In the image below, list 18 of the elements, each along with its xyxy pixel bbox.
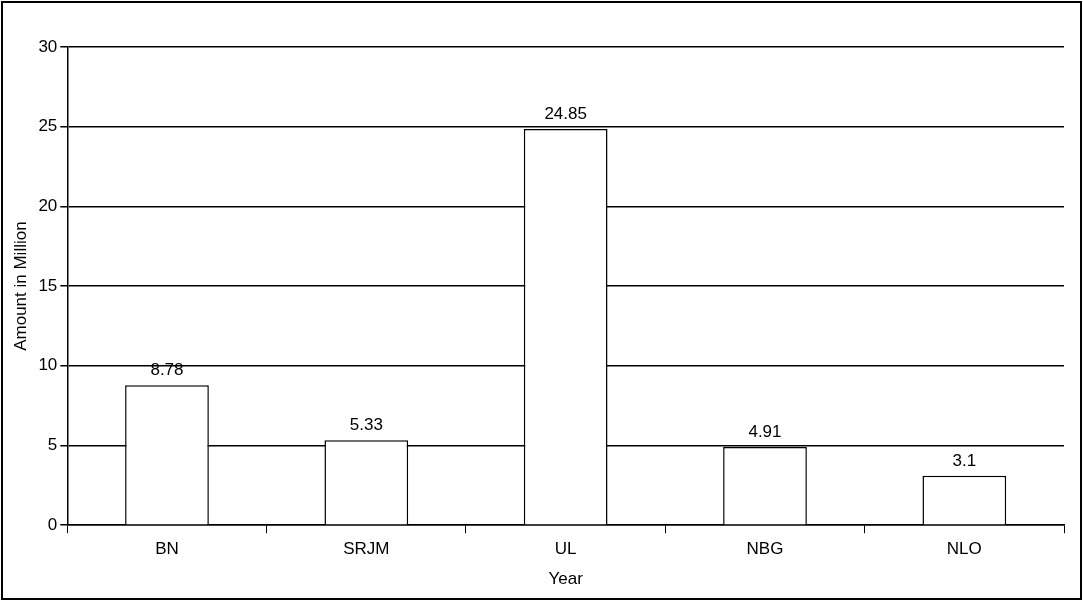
y-tick-label: 25	[38, 116, 58, 136]
y-tick-label: 10	[38, 355, 58, 375]
x-tick-label: BN	[155, 539, 179, 559]
x-axis-title: Year	[548, 569, 584, 589]
y-tick-label: 5	[47, 435, 58, 455]
x-tick-label: NBG	[746, 539, 784, 559]
data-label: 24.85	[544, 104, 587, 124]
y-tick-label: 0	[47, 514, 58, 534]
y-axis-title: Amount in Million	[10, 221, 30, 351]
y-tick-label: 20	[38, 196, 58, 216]
y-tick-label: 15	[38, 275, 58, 295]
x-tick-label: NLO	[946, 539, 982, 559]
data-label: 3.1	[952, 450, 977, 470]
x-tick-label: SRJM	[343, 539, 390, 559]
x-tick-label: UL	[554, 539, 577, 559]
y-tick-label: 30	[38, 36, 58, 56]
data-label: 4.91	[748, 422, 782, 442]
data-label: 5.33	[349, 415, 383, 435]
